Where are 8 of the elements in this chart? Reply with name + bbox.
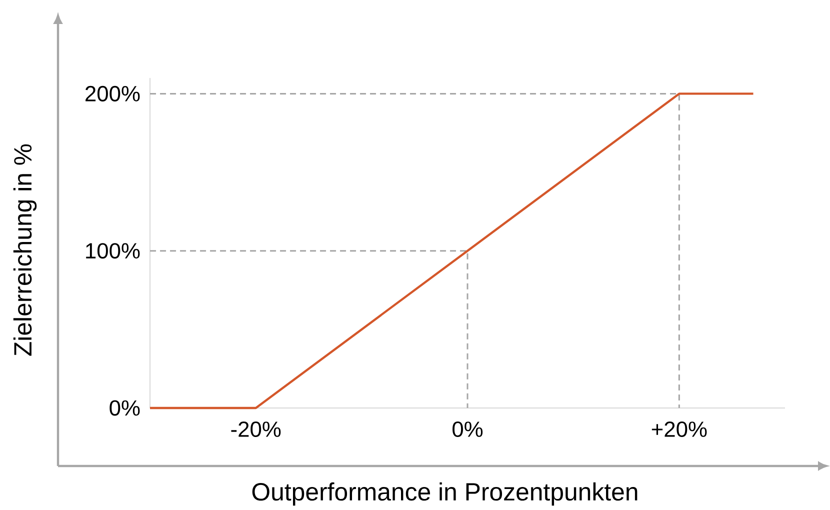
y-tick-label: 100% <box>86 243 140 259</box>
y-axis-title: Zielerreichung in % <box>13 144 37 356</box>
x-axis-title: Outperformance in Prozentpunkten <box>252 482 638 506</box>
x-tick-label: -20% <box>231 421 281 438</box>
x-tick-label: 0% <box>452 421 483 438</box>
y-tick-label: 200% <box>86 86 140 102</box>
y-tick-label: 0% <box>110 400 140 416</box>
x-tick-label: +20% <box>652 421 707 438</box>
